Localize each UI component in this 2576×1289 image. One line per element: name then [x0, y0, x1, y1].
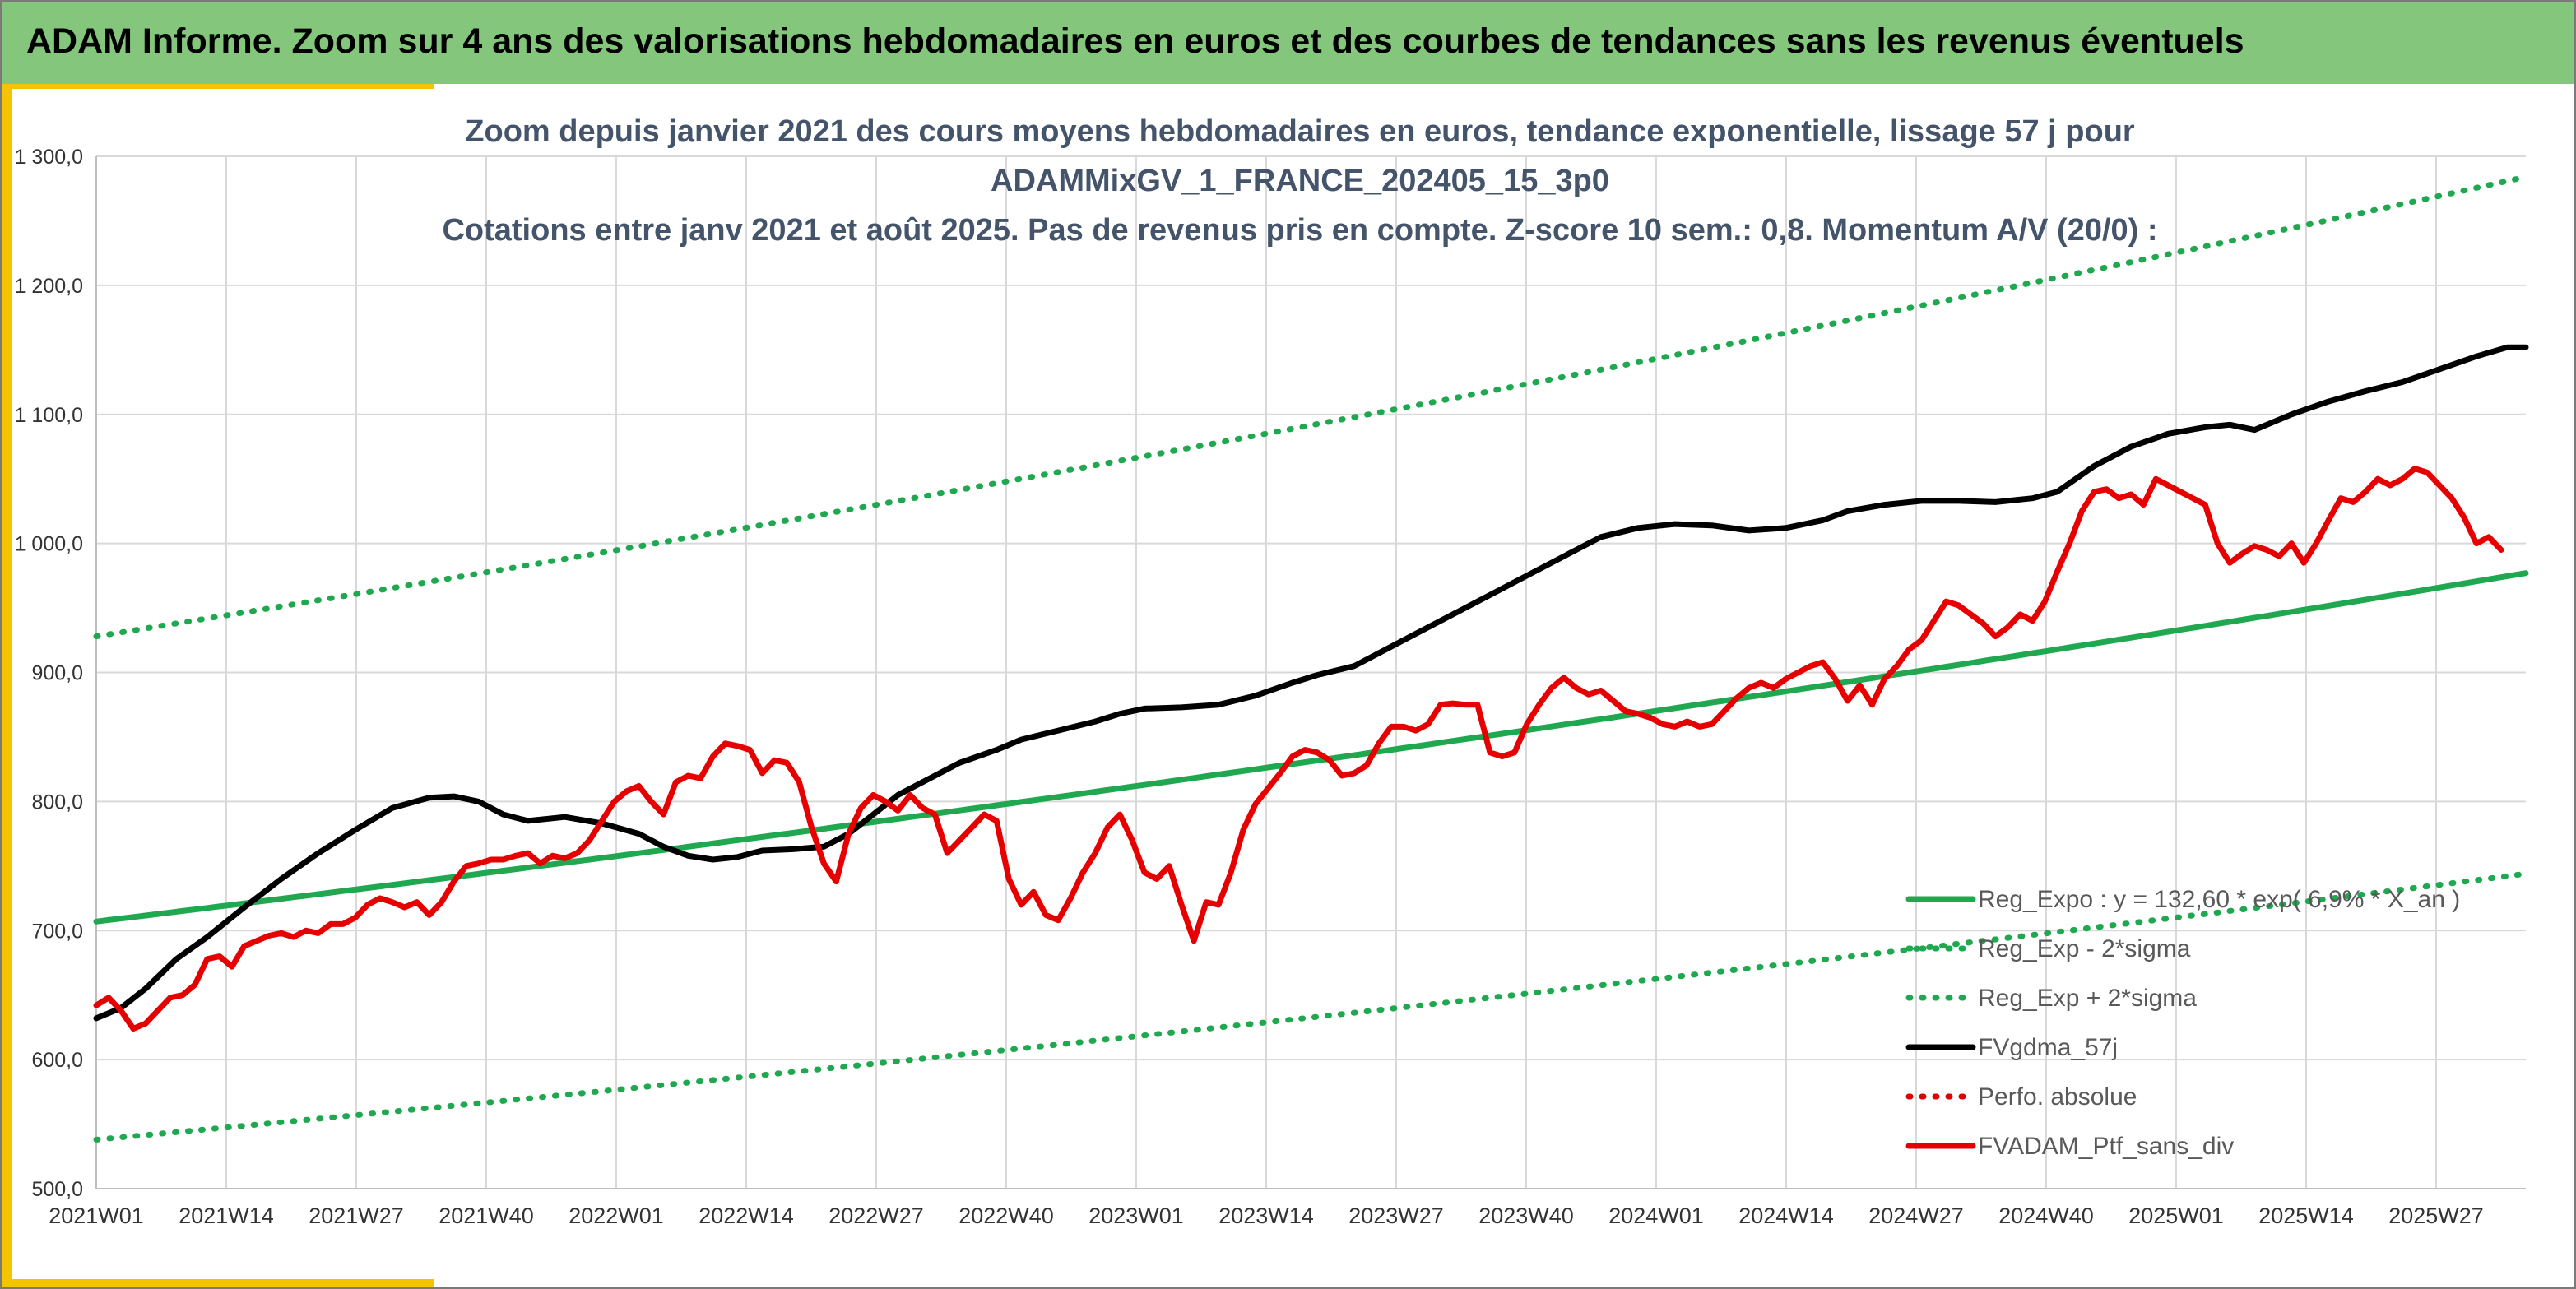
series-line: [93, 466, 2504, 1032]
x-tick-label: 2021W01: [49, 1203, 144, 1228]
header-bar: ADAM Informe. Zoom sur 4 ans des valoris…: [2, 2, 2574, 84]
x-tick-label: 2023W40: [1478, 1203, 1574, 1228]
y-tick-label: 600,0: [31, 1049, 83, 1072]
x-tick-label: 2025W01: [2128, 1203, 2224, 1228]
x-tick-label: 2025W27: [2388, 1203, 2484, 1228]
y-tick-label: 1 100,0: [15, 404, 83, 427]
y-tick-label: 1 300,0: [15, 146, 83, 169]
y-tick-label: 800,0: [31, 791, 83, 814]
x-tick-label: 2022W14: [699, 1203, 794, 1228]
x-tick-label: 2024W40: [1998, 1203, 2094, 1228]
legend-label: Reg_Expo : y = 132,60 * exp( 6,9% * X_an…: [1978, 886, 2460, 913]
y-tick-label: 1 000,0: [15, 533, 83, 556]
gridlines: [95, 155, 2526, 1189]
page-title: ADAM Informe. Zoom sur 4 ans des valoris…: [26, 21, 2244, 61]
x-tick-label: 2021W40: [439, 1203, 534, 1228]
chart-title-line: Zoom depuis janvier 2021 des cours moyen…: [465, 114, 2135, 149]
accent-strip-left: [2, 84, 434, 89]
legend-label: FVADAM_Ptf_sans_div: [1978, 1133, 2234, 1160]
x-tick-label: 2021W27: [309, 1203, 404, 1228]
y-axis-ticks: 500,0 600,0 700,0 800,0 900,0 1 000,0 1 100,0 1…: [15, 146, 83, 1201]
x-tick-label: 2024W01: [1608, 1203, 1704, 1228]
legend-label: Perfo. absolue: [1978, 1083, 2137, 1110]
y-tick-label: 900,0: [31, 662, 83, 685]
accent-strip-bottom-left: [2, 1279, 434, 1287]
x-tick-label: 2022W27: [828, 1203, 924, 1228]
y-tick-label: 700,0: [31, 920, 83, 943]
legend-label: Reg_Exp - 2*sigma: [1978, 935, 2191, 962]
chart-title-line: ADAMMixGV_1_FRANCE_202405_15_3p0: [991, 164, 1609, 198]
series-line: [93, 174, 2529, 640]
legend-label: Reg_Exp + 2*sigma: [1978, 985, 2197, 1012]
accent-bar-left: [2, 84, 12, 1287]
x-tick-label: 2022W01: [569, 1203, 664, 1228]
x-tick-label: 2021W14: [179, 1203, 274, 1228]
x-tick-label: 2024W27: [1868, 1203, 1964, 1228]
legend-label: FVgdma_57j: [1978, 1034, 2118, 1061]
x-tick-label: 2023W01: [1088, 1203, 1184, 1228]
x-tick-label: 2024W14: [1738, 1203, 1834, 1228]
x-tick-label: 2025W14: [2258, 1203, 2354, 1228]
x-tick-label: 2023W14: [1218, 1203, 1314, 1228]
series-lines: [93, 174, 2529, 1143]
legend: Reg_Expo : y = 132,60 * exp( 6,9% * X_an…: [1905, 886, 2460, 1160]
x-tick-label: 2023W27: [1348, 1203, 1444, 1228]
series-line: [93, 344, 2529, 1022]
y-tick-label: 500,0: [31, 1178, 83, 1201]
y-tick-label: 1 200,0: [15, 275, 83, 298]
x-axis-ticks: 2021W01 2021W14 2021W27 2021W40 2022W01 2022W…: [49, 1203, 2484, 1228]
series-line: [93, 870, 2529, 1143]
x-tick-label: 2022W40: [958, 1203, 1054, 1228]
series-line: [93, 570, 2529, 925]
chart-title: Zoom depuis janvier 2021 des cours moyen…: [442, 114, 2157, 248]
chart-title-line: Cotations entre janv 2021 et août 2025. …: [442, 213, 2157, 248]
